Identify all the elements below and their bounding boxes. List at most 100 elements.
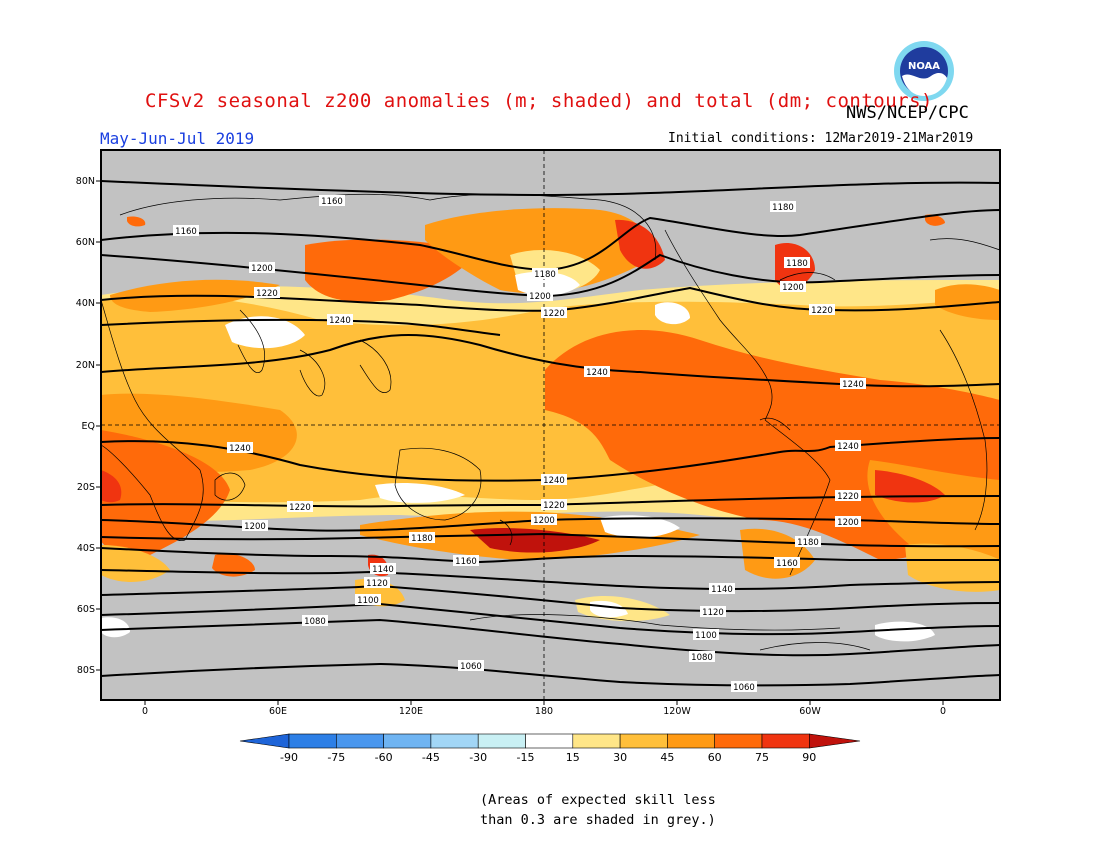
- contour-label-box: [835, 440, 861, 451]
- colorbar-bin: [477, 733, 526, 749]
- contour-label-box: [531, 514, 557, 525]
- anomaly-near-zero-c: [515, 271, 580, 296]
- anomaly-60-75-c: [212, 553, 255, 577]
- contour-label: 1060: [460, 662, 482, 672]
- lat-label: 80S: [77, 665, 95, 676]
- lat-label: 40N: [76, 298, 95, 309]
- contour-label-box: [541, 307, 567, 318]
- anomaly-near-zero-b: [375, 483, 465, 503]
- colorbar-label: 75: [755, 751, 769, 764]
- contour-label: 1220: [543, 501, 565, 511]
- contour-label: 1200: [244, 522, 266, 532]
- contour-label: 1100: [695, 631, 717, 641]
- noaa-logo: NOAA: [894, 41, 954, 101]
- colorbar-bin: [525, 733, 574, 749]
- lon-label: 180: [535, 706, 553, 717]
- lat-label: EQ: [82, 421, 95, 432]
- skill-note-line1: (Areas of expected skill less: [480, 792, 716, 808]
- anomaly-60-75-e: [925, 214, 945, 226]
- colorbar-label: 45: [660, 751, 674, 764]
- contour-label-box: [584, 366, 610, 377]
- colorbar-label: -75: [327, 751, 345, 764]
- colorbar-label: -15: [517, 751, 535, 764]
- contour-label-box: [327, 314, 353, 325]
- colorbar-label: 15: [566, 751, 580, 764]
- anomaly-near-zero-d: [655, 302, 690, 325]
- contour-label-box: [254, 287, 280, 298]
- colorbar-bin: [383, 733, 432, 749]
- contour-label: 1240: [329, 316, 351, 326]
- lat-label: 20S: [77, 482, 95, 493]
- contour-label: 1060: [733, 683, 755, 693]
- contour-label-box: [527, 290, 553, 301]
- contour-label: 1220: [289, 503, 311, 513]
- contour-label-box: [784, 257, 810, 268]
- contour-label: 1120: [702, 608, 724, 618]
- anomaly-45-60-g: [935, 284, 1000, 320]
- contour-label: 1080: [304, 617, 326, 627]
- contour-label: 1200: [782, 283, 804, 293]
- lat-label: 80N: [76, 176, 95, 187]
- lat-label: 60S: [77, 604, 95, 615]
- colorbar-label: -90: [280, 751, 298, 764]
- contour-label: 1120: [366, 579, 388, 589]
- anomaly-near-zero-g: [875, 621, 935, 642]
- contour-label-box: [541, 499, 567, 510]
- contour-label-box: [319, 195, 345, 206]
- contour-label: 1180: [534, 270, 556, 280]
- colorbar-label: -30: [469, 751, 487, 764]
- lon-label: 120E: [399, 706, 423, 717]
- contour-label: 1160: [776, 559, 798, 569]
- contour-label-box: [709, 583, 735, 594]
- contour-label-box: [689, 651, 715, 662]
- colorbar-label: -60: [375, 751, 393, 764]
- initial-conditions-label: Initial conditions: 12Mar2019-21Mar2019: [668, 131, 974, 146]
- lat-label: 20N: [76, 360, 95, 371]
- colorbar-bin: [430, 733, 479, 749]
- contour-label-box: [409, 532, 435, 543]
- contour-label: 1220: [256, 289, 278, 299]
- contour-label-box: [700, 606, 726, 617]
- colorbar-bin: [761, 733, 810, 749]
- colorbar-bin: [288, 733, 337, 749]
- contour-label: 1240: [229, 444, 251, 454]
- contour-label-box: [809, 304, 835, 315]
- latitude-ticks: [96, 180, 101, 671]
- contour-label-box: [287, 501, 313, 512]
- contour-label-box: [370, 563, 396, 574]
- contour-label: 1240: [586, 368, 608, 378]
- colorbar-max-arrow: [808, 733, 861, 749]
- lon-label: 120W: [663, 706, 691, 717]
- contour-label-box: [302, 615, 328, 626]
- contour-label: 1220: [837, 492, 859, 502]
- lon-label: 0: [940, 706, 946, 717]
- anomaly-30-45-e: [905, 543, 1000, 592]
- anomaly-75-90-a: [875, 470, 945, 503]
- contour-label: 1160: [321, 197, 343, 207]
- contour-label-box: [453, 555, 479, 566]
- lon-label: 60E: [269, 706, 287, 717]
- contour-label-box: [458, 660, 484, 671]
- colorbar-bin: [667, 733, 716, 749]
- anomaly-near-zero-e: [600, 515, 680, 538]
- colorbar-bin: [335, 733, 384, 749]
- lon-label: 60W: [799, 706, 821, 717]
- contour-label: 1220: [811, 306, 833, 316]
- contour-label: 1080: [691, 653, 713, 663]
- anomaly-75-90-b: [101, 470, 122, 503]
- contour-label-box: [227, 442, 253, 453]
- anomaly-60-75-f: [127, 216, 146, 227]
- contour-label-box: [770, 201, 796, 212]
- contour-label-box: [795, 536, 821, 547]
- contour-label: 1240: [837, 442, 859, 452]
- contour-label-box: [541, 474, 567, 485]
- colorbar-bin: [572, 733, 621, 749]
- contour-label-box: [835, 490, 861, 501]
- contour-label: 1200: [251, 264, 273, 274]
- noaa-logo-text: NOAA: [908, 61, 940, 72]
- agency-label: NWS/NCEP/CPC: [846, 103, 969, 123]
- contour-label: 1160: [175, 227, 197, 237]
- contour-label: 1100: [357, 596, 379, 606]
- anomaly-near-zero-a: [225, 316, 305, 349]
- contour-label: 1240: [842, 380, 864, 390]
